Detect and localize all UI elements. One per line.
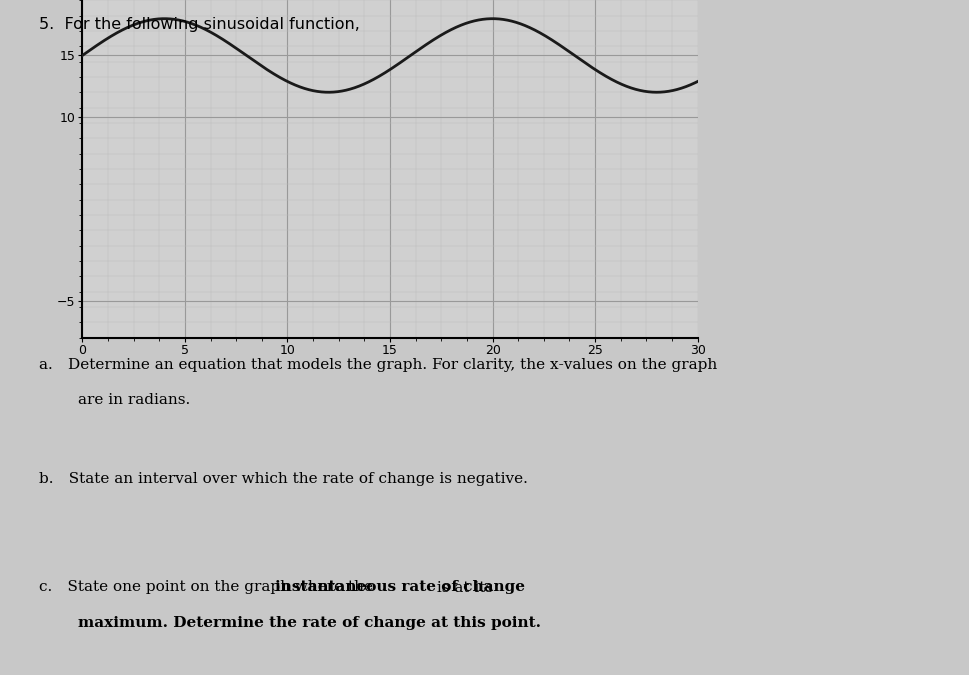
Text: c. State one point on the graph where the: c. State one point on the graph where th… — [39, 580, 378, 595]
Text: maximum. Determine the rate of change at this point.: maximum. Determine the rate of change at… — [78, 616, 541, 630]
Text: a. Determine an equation that models the graph. For clarity, the x‐values on the: a. Determine an equation that models the… — [39, 358, 717, 372]
Text: instantaneous rate of change: instantaneous rate of change — [275, 580, 525, 595]
Text: is at its: is at its — [432, 580, 493, 595]
Text: b. State an interval over which the rate of change is negative.: b. State an interval over which the rate… — [39, 472, 528, 487]
Text: are in radians.: are in radians. — [78, 393, 190, 407]
Text: 5.  For the following sinusoidal function,: 5. For the following sinusoidal function… — [39, 17, 359, 32]
